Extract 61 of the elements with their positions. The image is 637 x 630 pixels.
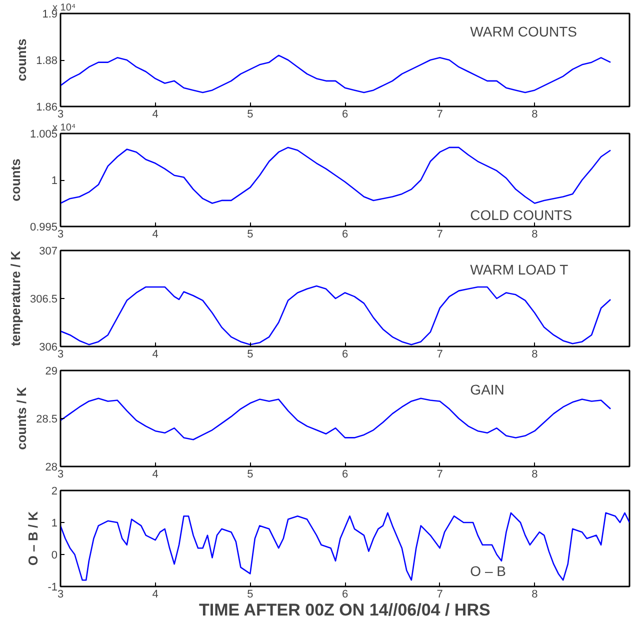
x-tick-label: 3 [57,468,64,480]
y-tick-label: 306.5 [30,294,58,306]
line-series [60,512,630,581]
x-tick-label: 8 [532,468,538,480]
y-tick-label: 0.995 [30,222,58,234]
x-tick-label: 7 [436,468,443,480]
x-tick-label: 4 [152,348,158,360]
x-tick-label: 4 [152,468,158,480]
line-series [60,146,612,204]
x-axis-title: TIME AFTER 00Z ON 14//06/04 / HRS [199,600,490,620]
x-tick-label: 5 [247,588,254,600]
x-tick-label: 4 [152,588,158,600]
y-tick-label: 28.5 [36,414,58,426]
x-tick-label: 6 [342,228,348,240]
x-tick-label: 6 [342,108,348,120]
x-tick-label: 8 [532,348,538,360]
x-tick-label: 7 [436,108,443,120]
x-tick-label: 5 [247,348,254,360]
y-tick-label: 2 [51,486,58,498]
y-tick-label: 1 [51,518,58,530]
y-tick-label: 307 [39,246,58,258]
annotation: WARM COUNTS [470,24,577,40]
x-tick-label: 3 [57,588,64,600]
x-tick-label: 7 [436,588,443,600]
x-tick-label: 3 [57,228,64,240]
x-tick-label: 5 [247,108,254,120]
y-tick-label: 28 [45,462,58,474]
x-tick-label: 8 [532,588,538,600]
annotation: O – B [470,562,506,579]
y-tick-label: 29 [45,366,58,378]
x-tick-label: 3 [57,348,64,360]
x-tick-label: 7 [436,228,443,240]
y-axis-title: temperature / K [8,250,23,346]
x-tick-label: 4 [152,228,158,240]
line-series [60,54,612,94]
x-tick-label: 6 [342,588,348,600]
y-tick-label: 1.005 [30,128,58,140]
y-axis-title: counts [14,38,30,82]
y-tick-label: 1.9 [42,8,58,20]
y-tick-label: 1.86 [36,102,58,114]
y-tick-label: -1 [48,582,58,594]
x-tick-label: 8 [532,108,538,120]
y-tick-label: 1 [51,175,58,187]
y-axis-title: O – B / K [26,510,41,566]
x-tick-label: 4 [152,108,158,120]
y-tick-label: 306 [39,342,58,354]
y-tick-label: 1.88 [36,55,58,67]
annotation: GAIN [470,381,504,398]
x-tick-label: 5 [247,228,254,240]
x-tick-label: 7 [436,348,443,360]
annotation: WARM LOAD T [470,261,569,278]
y-axis-title: counts / K [14,386,30,450]
x-tick-label: 3 [57,108,64,120]
x-tick-label: 6 [342,468,348,480]
y-axis-title: counts [8,158,23,202]
x-tick-label: 6 [342,348,348,360]
y-tick-label: 0 [51,550,58,562]
annotation: COLD COUNTS [470,206,572,223]
x-tick-label: 8 [532,228,538,240]
line-series [60,398,612,440]
x-tick-label: 5 [247,468,254,480]
